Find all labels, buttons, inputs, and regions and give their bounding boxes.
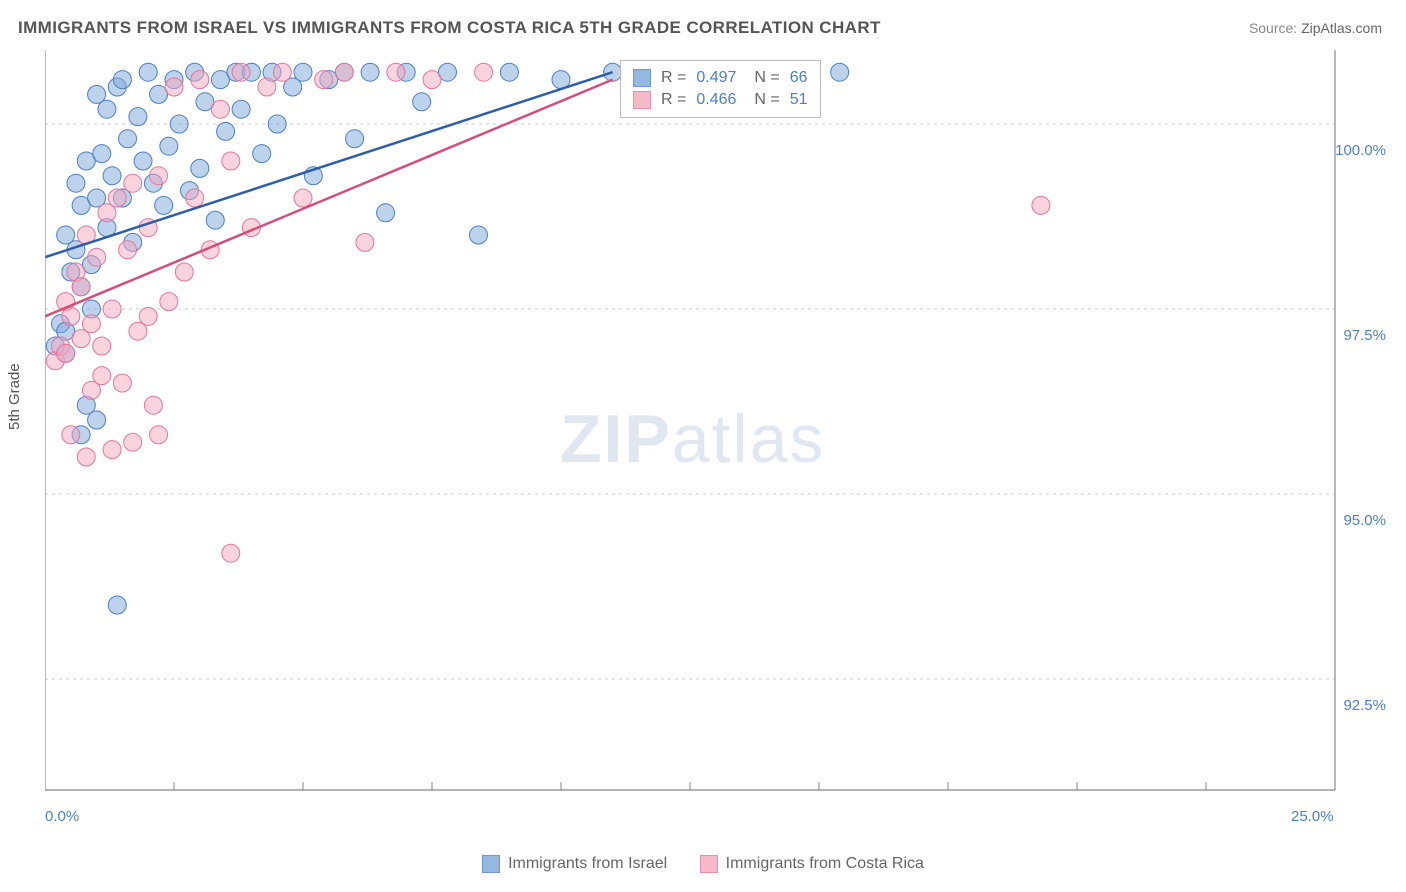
x-tick-label: 0.0%	[45, 808, 79, 825]
stat-swatch-icon	[633, 69, 651, 87]
legend-swatch-icon	[482, 855, 500, 873]
y-tick-label: 97.5%	[1343, 327, 1386, 344]
source-attribution: Source: ZipAtlas.com	[1249, 20, 1382, 36]
legend-swatch-icon	[700, 855, 718, 873]
source-value: ZipAtlas.com	[1301, 20, 1382, 36]
stat-r-value-2: 0.466	[696, 91, 736, 109]
legend-label-2: Immigrants from Costa Rica	[726, 855, 924, 873]
stat-r-label: R =	[661, 91, 686, 109]
y-tick-label: 95.0%	[1343, 512, 1386, 529]
stat-row-series-1: R = 0.497 N = 66	[633, 67, 808, 89]
stat-box: R = 0.497 N = 66 R = 0.466 N = 51	[620, 60, 821, 118]
legend: Immigrants from Israel Immigrants from C…	[0, 855, 1406, 878]
stat-r-value-1: 0.497	[696, 69, 736, 87]
legend-label-1: Immigrants from Israel	[508, 855, 667, 873]
x-tick-label: 25.0%	[1291, 808, 1334, 825]
stat-n-value-2: 51	[790, 91, 808, 109]
stat-n-label: N =	[754, 69, 779, 87]
stat-r-label: R =	[661, 69, 686, 87]
y-tick-label: 100.0%	[1335, 142, 1386, 159]
stat-n-label: N =	[754, 91, 779, 109]
chart-title: IMMIGRANTS FROM ISRAEL VS IMMIGRANTS FRO…	[18, 18, 881, 38]
y-axis-label: 5th Grade	[6, 363, 23, 430]
legend-item-1: Immigrants from Israel	[482, 855, 667, 873]
correlation-chart: IMMIGRANTS FROM ISRAEL VS IMMIGRANTS FRO…	[0, 0, 1406, 892]
y-tick-label: 92.5%	[1343, 697, 1386, 714]
stat-swatch-icon	[633, 91, 651, 109]
legend-item-2: Immigrants from Costa Rica	[700, 855, 924, 873]
stat-row-series-2: R = 0.466 N = 51	[633, 89, 808, 111]
stat-n-value-1: 66	[790, 69, 808, 87]
plot-area	[45, 50, 1375, 810]
source-label: Source:	[1249, 20, 1297, 36]
